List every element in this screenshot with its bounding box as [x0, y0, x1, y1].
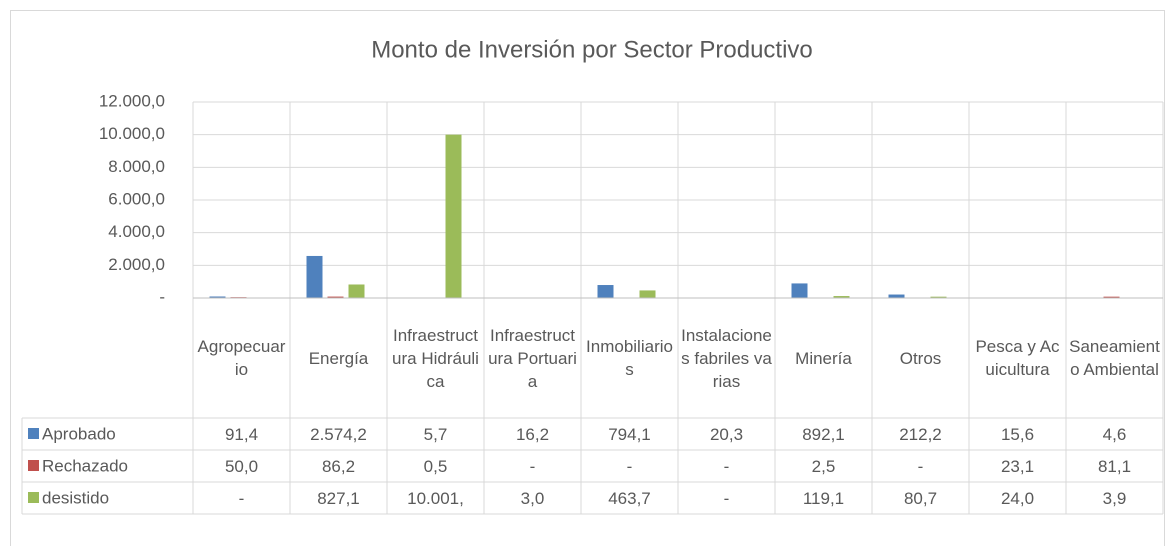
table-value: -	[917, 456, 924, 476]
table-value: 794,1	[608, 424, 651, 444]
bar	[348, 284, 365, 298]
table-value: 892,1	[802, 424, 845, 444]
table-value: 4,6	[1102, 424, 1127, 444]
bar	[791, 283, 808, 298]
legend-label: Rechazado	[42, 456, 128, 475]
y-tick-label: 4.000,0	[108, 222, 165, 241]
y-tick-label: 6.000,0	[108, 189, 165, 208]
table-value: 3,9	[1102, 488, 1127, 508]
legend-label: desistido	[42, 488, 109, 507]
table-value: -	[238, 488, 245, 508]
y-tick-label: 12.000,0	[99, 91, 165, 110]
y-tick-label: 10.000,0	[99, 124, 165, 143]
table-value: 2.574,2	[310, 424, 367, 444]
table-value: 212,2	[899, 424, 942, 444]
bar	[445, 134, 462, 298]
table-value: -	[723, 456, 730, 476]
y-tick-label: 8.000,0	[108, 157, 165, 176]
table-value: 2,5	[811, 456, 836, 476]
table-value: 3,0	[520, 488, 545, 508]
table-value: 119,1	[802, 488, 845, 508]
chart-border	[10, 10, 1165, 546]
legend-label: Aprobado	[42, 424, 116, 443]
chart-title: Monto de Inversión por Sector Productivo	[371, 36, 813, 63]
category-label: Pesca y Acuicultura	[975, 337, 1060, 379]
table-value: -	[529, 456, 536, 476]
category-label: Inmobiliarios	[586, 337, 673, 379]
table-value: 10.001,	[407, 488, 464, 508]
table-value: 0,5	[423, 456, 448, 476]
legend-swatch	[28, 492, 39, 503]
legend-swatch	[28, 428, 39, 439]
category-label: Minería	[795, 348, 852, 368]
table-value: 81,1	[1097, 456, 1132, 476]
bar	[1103, 296, 1120, 298]
table-value: -	[723, 488, 730, 508]
category-label: Infraestructura Hidráulica	[392, 325, 479, 391]
legend-swatch	[28, 460, 39, 471]
table-value: 50,0	[224, 456, 259, 476]
category-label: Energía	[308, 348, 369, 368]
category-label: Infraestructura Portuaria	[488, 325, 577, 391]
table-value: -	[626, 456, 633, 476]
bar	[833, 296, 850, 298]
bar	[209, 296, 226, 298]
table-value: 5,7	[423, 424, 448, 444]
y-tick-label: -	[159, 287, 165, 306]
table-value: 15,6	[1000, 424, 1035, 444]
bar	[327, 296, 344, 298]
bar	[888, 294, 905, 298]
table-value: 16,2	[515, 424, 550, 444]
table-value: 24,0	[1000, 488, 1035, 508]
bar	[306, 255, 323, 298]
category-label: Agropecuario	[197, 337, 286, 379]
bar	[597, 285, 614, 298]
table-value: 91,4	[224, 424, 259, 444]
category-label: Otros	[899, 348, 942, 368]
category-label: Instalaciones fabriles varias	[681, 325, 772, 391]
table-value: 86,2	[321, 456, 356, 476]
category-label: Saneamiento Ambiental	[1069, 337, 1160, 379]
table-value: 80,7	[903, 488, 938, 508]
table-value: 20,3	[709, 424, 744, 444]
bar	[930, 296, 947, 298]
y-tick-label: 2.000,0	[108, 255, 165, 274]
bar	[639, 290, 656, 298]
table-value: 23,1	[1000, 456, 1035, 476]
table-value: 463,7	[608, 488, 651, 508]
table-value: 827,1	[317, 488, 360, 508]
